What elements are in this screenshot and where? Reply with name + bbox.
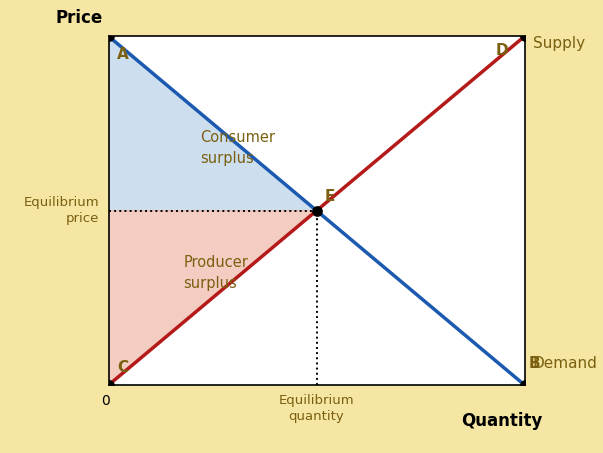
Text: E: E xyxy=(325,188,335,204)
Point xyxy=(520,381,529,389)
Text: Producer
surplus: Producer surplus xyxy=(183,255,248,291)
Text: Consumer
surplus: Consumer surplus xyxy=(200,130,275,166)
Text: Demand: Demand xyxy=(533,356,598,371)
Point xyxy=(104,33,113,40)
Text: D: D xyxy=(495,43,508,58)
Text: Equilibrium
quantity: Equilibrium quantity xyxy=(279,394,355,423)
Text: Price: Price xyxy=(55,9,103,27)
Polygon shape xyxy=(109,36,317,211)
Text: A: A xyxy=(117,47,128,62)
Point xyxy=(312,207,321,214)
Polygon shape xyxy=(109,211,317,385)
Text: B: B xyxy=(529,356,540,371)
Text: Equilibrium
price: Equilibrium price xyxy=(24,196,99,225)
Text: C: C xyxy=(117,360,128,375)
Text: Quantity: Quantity xyxy=(461,412,543,430)
Text: 0: 0 xyxy=(101,394,110,408)
Text: Supply: Supply xyxy=(533,36,585,51)
Point xyxy=(104,381,113,389)
Point xyxy=(520,33,529,40)
